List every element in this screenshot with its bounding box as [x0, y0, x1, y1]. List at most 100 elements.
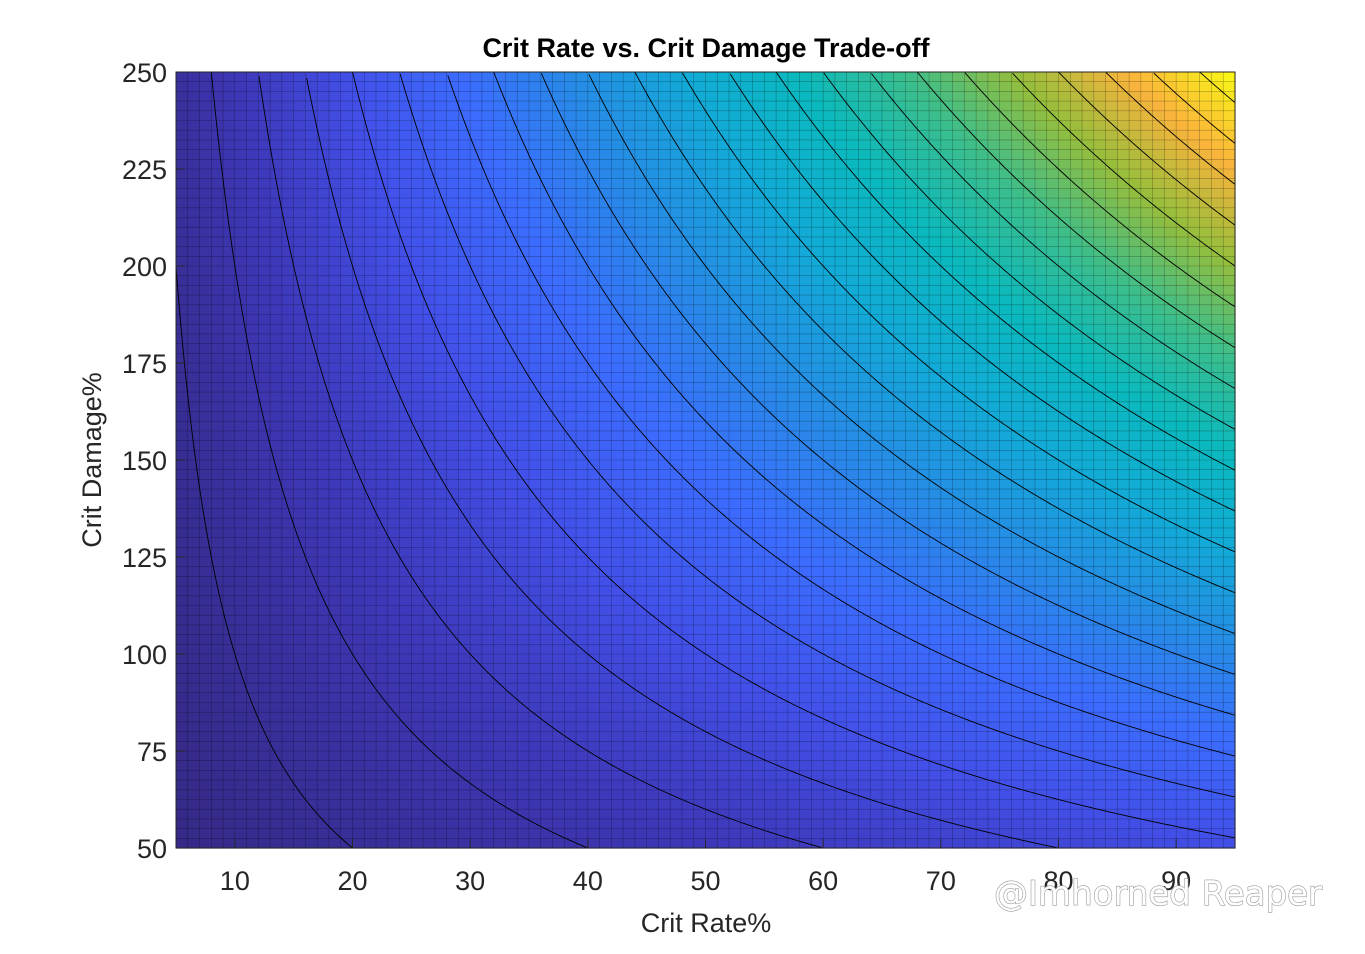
- heatmap-cell: [634, 159, 648, 170]
- heatmap-cell: [293, 353, 307, 364]
- heatmap-cell: [446, 188, 459, 199]
- heatmap-cell: [670, 440, 683, 451]
- heatmap-cell: [258, 654, 271, 665]
- heatmap-cell: [681, 741, 695, 752]
- heatmap-cell: [293, 81, 307, 92]
- heatmap-cell: [858, 324, 871, 335]
- heatmap-cell: [246, 595, 259, 607]
- heatmap-cell: [317, 207, 330, 219]
- heatmap-cell: [611, 188, 624, 199]
- heatmap-cell: [623, 343, 636, 354]
- heatmap-cell: [611, 236, 624, 248]
- heatmap-cell: [670, 324, 683, 335]
- heatmap-cell: [281, 760, 295, 771]
- heatmap-cell: [623, 566, 636, 577]
- heatmap-cell: [340, 683, 354, 694]
- heatmap-cell: [623, 372, 636, 383]
- heatmap-cell: [270, 780, 283, 791]
- heatmap-cell: [434, 295, 448, 306]
- heatmap-cell: [517, 731, 530, 742]
- heatmap-cell: [376, 760, 389, 771]
- heatmap-cell: [529, 460, 542, 471]
- heatmap-cell: [481, 576, 495, 587]
- heatmap-cell: [705, 479, 718, 490]
- heatmap-cell: [670, 557, 683, 568]
- heatmap-cell: [681, 663, 695, 674]
- heatmap-cell: [705, 654, 718, 665]
- heatmap-cell: [670, 91, 683, 102]
- heatmap-cell: [787, 324, 801, 335]
- heatmap-cell: [399, 508, 412, 519]
- heatmap-cell: [623, 285, 636, 296]
- heatmap-cell: [399, 217, 412, 228]
- heatmap-cell: [717, 372, 730, 383]
- heatmap-cell: [764, 702, 777, 713]
- heatmap-cell: [258, 421, 271, 432]
- heatmap-cell: [858, 673, 871, 684]
- heatmap-cell: [176, 595, 189, 607]
- heatmap-cell: [434, 314, 448, 325]
- heatmap-cell: [576, 91, 589, 102]
- heatmap-cell: [823, 566, 836, 577]
- heatmap-cell: [834, 304, 848, 316]
- heatmap-cell: [552, 130, 565, 141]
- heatmap-cell: [211, 149, 224, 160]
- heatmap-cell: [317, 421, 330, 432]
- heatmap-cell: [564, 411, 577, 422]
- heatmap-cell: [776, 411, 789, 422]
- heatmap-cell: [764, 227, 777, 238]
- heatmap-cell: [564, 72, 577, 83]
- heatmap-cell: [552, 751, 565, 762]
- heatmap-cell: [176, 363, 189, 374]
- heatmap-cell: [811, 527, 824, 539]
- heatmap-cell: [823, 838, 836, 849]
- heatmap-cell: [882, 838, 895, 849]
- heatmap-cell: [305, 227, 318, 238]
- heatmap-cell: [540, 256, 554, 267]
- heatmap-cell: [599, 460, 612, 471]
- heatmap-cell: [740, 683, 754, 694]
- heatmap-cell: [376, 644, 389, 655]
- heatmap-cell: [211, 741, 224, 752]
- heatmap-cell: [764, 411, 777, 422]
- heatmap-cell: [705, 333, 718, 345]
- heatmap-cell: [811, 139, 824, 151]
- heatmap-cell: [423, 440, 436, 451]
- heatmap-cell: [446, 818, 459, 830]
- heatmap-cell: [834, 401, 848, 413]
- heatmap-cell: [423, 372, 436, 383]
- heatmap-cell: [811, 518, 824, 529]
- heatmap-cell: [693, 430, 707, 442]
- heatmap-cell: [552, 217, 565, 228]
- heatmap-cell: [187, 363, 201, 374]
- heatmap-cell: [352, 304, 365, 316]
- heatmap-cell: [305, 363, 318, 374]
- heatmap-cell: [552, 586, 565, 597]
- heatmap-cell: [529, 498, 542, 510]
- heatmap-cell: [717, 188, 730, 199]
- heatmap-cell: [481, 673, 495, 684]
- heatmap-cell: [223, 295, 236, 306]
- heatmap-cell: [611, 363, 624, 374]
- heatmap-cell: [234, 304, 248, 316]
- heatmap-cell: [870, 401, 883, 413]
- heatmap-cell: [740, 91, 754, 102]
- heatmap-cell: [281, 91, 295, 102]
- heatmap-cell: [752, 363, 765, 374]
- heatmap-cell: [246, 557, 259, 568]
- heatmap-cell: [693, 683, 707, 694]
- heatmap-cell: [352, 615, 365, 626]
- heatmap-cell: [587, 489, 601, 500]
- heatmap-cell: [599, 615, 612, 626]
- heatmap-cell: [293, 101, 307, 112]
- heatmap-cell: [305, 634, 318, 645]
- heatmap-cell: [882, 586, 895, 597]
- heatmap-cell: [587, 217, 601, 228]
- heatmap-cell: [364, 809, 377, 820]
- heatmap-cell: [834, 654, 848, 665]
- heatmap-cell: [564, 789, 577, 801]
- heatmap-cell: [552, 838, 565, 849]
- heatmap-cell: [834, 624, 848, 636]
- heatmap-cell: [799, 527, 812, 539]
- heatmap-cell: [834, 799, 848, 810]
